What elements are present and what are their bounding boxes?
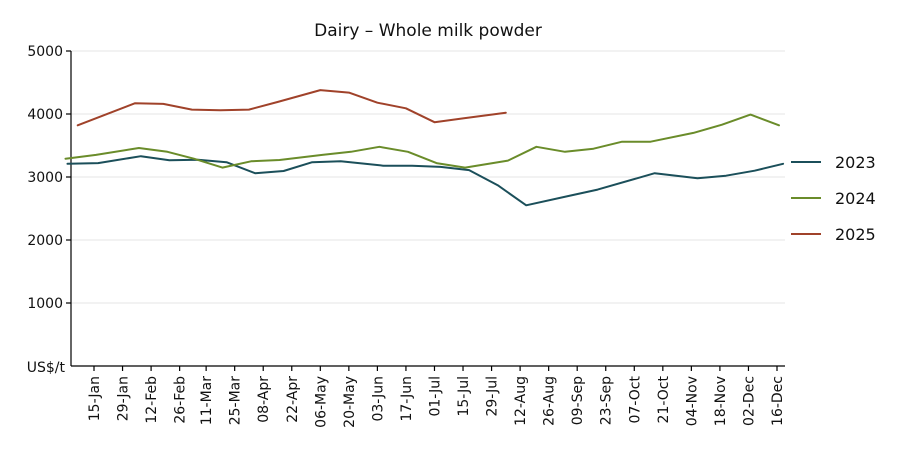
x-tick-label: 26-Feb: [173, 376, 189, 424]
x-tick-label: 26-Aug: [542, 376, 558, 426]
y-tick-label: 3000: [27, 170, 63, 186]
x-tick-labels: 15-Jan 29-Jan 12-Feb 26-Feb 11-Mar 25-Mar 08-A…: [87, 366, 786, 428]
axes: [70, 51, 785, 367]
y-tick-label: 4000: [27, 107, 63, 123]
x-tick-label: 11-Mar: [199, 376, 215, 426]
legend-label-2023: 2023: [835, 153, 876, 172]
x-tick-label: 16-Dec: [770, 376, 786, 426]
x-tick-label: 20-May: [342, 376, 358, 428]
x-tick-label: 06-May: [313, 376, 329, 428]
x-tick-label: 02-Dec: [741, 376, 757, 426]
x-tick-label: 17-Jun: [399, 376, 415, 422]
y-tick-labels: 1000 2000 3000 4000 5000: [27, 44, 71, 312]
x-tick-label: 12-Feb: [144, 376, 160, 424]
x-tick-label: 25-Mar: [228, 376, 244, 426]
x-tick-label: 03-Jun: [370, 376, 386, 422]
x-tick-label: 09-Sep: [570, 376, 586, 425]
gridlines: [71, 50, 785, 304]
legend-label-2024: 2024: [835, 189, 876, 208]
x-tick-label: 21-Oct: [656, 375, 672, 423]
x-tick-label: 23-Sep: [599, 376, 615, 425]
series-line-2023: [66, 155, 785, 207]
x-tick-label: 12-Aug: [513, 376, 529, 426]
x-tick-label: 22-Apr: [285, 376, 301, 423]
chart-title: Dairy – Whole milk powder: [314, 21, 542, 41]
y-tick-label: 5000: [27, 44, 63, 60]
x-tick-label: 08-Apr: [256, 376, 272, 423]
x-tick-label: 15-Jan: [87, 376, 103, 421]
series-line-2024: [64, 113, 780, 169]
x-tick-label: 07-Oct: [627, 375, 643, 423]
series-line-2025: [76, 89, 507, 127]
y-tick-label: 1000: [27, 296, 63, 312]
legend: 2023 2024 2025: [791, 153, 876, 244]
x-tick-label: 29-Jul: [485, 376, 501, 417]
x-tick-label: 01-Jul: [427, 376, 443, 417]
x-tick-label: 04-Nov: [684, 376, 700, 426]
y-axis-label: US$/t: [27, 360, 66, 376]
x-tick-label: 15-Jul: [456, 376, 472, 417]
legend-label-2025: 2025: [835, 225, 876, 244]
x-tick-label: 29-Jan: [116, 376, 132, 421]
series-lines: [64, 89, 785, 207]
x-tick-label: 18-Nov: [713, 376, 729, 426]
y-tick-label: 2000: [27, 233, 63, 249]
